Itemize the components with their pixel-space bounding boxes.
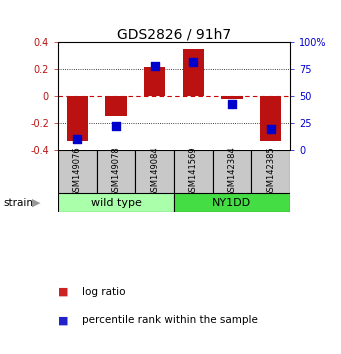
- Text: log ratio: log ratio: [82, 287, 125, 297]
- Bar: [105, 96, 127, 116]
- Text: ■: ■: [58, 315, 69, 325]
- Bar: [221, 96, 242, 99]
- Bar: [135, 150, 174, 193]
- Text: GSM149078: GSM149078: [112, 146, 120, 197]
- Bar: [97, 150, 135, 193]
- Point: [75, 136, 80, 142]
- Text: GSM149084: GSM149084: [150, 146, 159, 197]
- Bar: [67, 96, 88, 141]
- Text: GSM142385: GSM142385: [266, 146, 275, 197]
- Bar: [174, 150, 212, 193]
- Text: GSM142384: GSM142384: [227, 146, 236, 197]
- Bar: [212, 150, 251, 193]
- Bar: [58, 150, 97, 193]
- Text: ▶: ▶: [32, 198, 41, 208]
- Bar: [58, 193, 174, 212]
- Text: GSM141569: GSM141569: [189, 146, 198, 197]
- Bar: [183, 49, 204, 96]
- Bar: [251, 150, 290, 193]
- Text: wild type: wild type: [90, 198, 142, 208]
- Point: [191, 59, 196, 65]
- Bar: [144, 67, 165, 96]
- Text: NY1DD: NY1DD: [212, 198, 251, 208]
- Text: percentile rank within the sample: percentile rank within the sample: [82, 315, 258, 325]
- Text: strain: strain: [3, 198, 33, 208]
- Point: [113, 124, 119, 129]
- Text: ■: ■: [58, 287, 69, 297]
- Point: [268, 126, 273, 131]
- Point: [229, 101, 235, 107]
- Title: GDS2826 / 91h7: GDS2826 / 91h7: [117, 27, 231, 41]
- Bar: [174, 193, 290, 212]
- Text: GSM149076: GSM149076: [73, 146, 82, 197]
- Point: [152, 63, 157, 69]
- Bar: [260, 96, 281, 141]
